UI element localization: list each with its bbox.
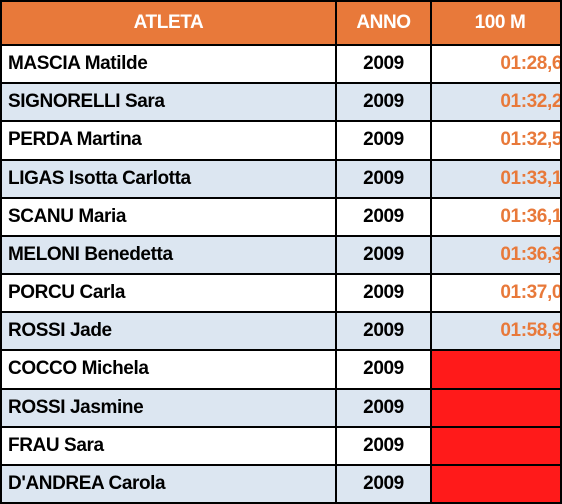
athlete-name: FRAU Sara xyxy=(2,427,335,464)
swim-time: 01:32,2 xyxy=(432,84,560,121)
swim-time: 01:32,5 xyxy=(432,122,560,159)
birth-year: 2009 xyxy=(337,198,430,235)
missing-time xyxy=(432,427,560,464)
birth-year: 2009 xyxy=(337,160,430,197)
athlete-name: MASCIA Matilde xyxy=(2,46,335,83)
birth-year: 2009 xyxy=(337,465,430,502)
birth-year: 2009 xyxy=(337,46,430,83)
athlete-name: SCANU Maria xyxy=(2,198,335,235)
birth-year: 2009 xyxy=(337,275,430,312)
birth-year: 2009 xyxy=(337,389,430,426)
athlete-name: SIGNORELLI Sara xyxy=(2,84,335,121)
swim-time: 01:36,3 xyxy=(432,236,560,273)
birth-year: 2009 xyxy=(337,351,430,388)
birth-year: 2009 xyxy=(337,236,430,273)
athlete-name: MELONI Benedetta xyxy=(2,236,335,273)
swim-time: 01:28,6 xyxy=(432,46,560,83)
birth-year: 2009 xyxy=(337,427,430,464)
missing-time xyxy=(432,389,560,426)
athlete-name: ROSSI Jasmine xyxy=(2,389,335,426)
swim-time: 01:36,1 xyxy=(432,198,560,235)
swim-time: 01:58,9 xyxy=(432,313,560,350)
swim-time: 01:37,0 xyxy=(432,275,560,312)
athlete-name: D'ANDREA Carola xyxy=(2,465,335,502)
missing-time xyxy=(432,351,560,388)
birth-year: 2009 xyxy=(337,313,430,350)
header-cell: ANNO xyxy=(337,2,430,44)
birth-year: 2009 xyxy=(337,122,430,159)
swim-time: 01:33,1 xyxy=(432,160,560,197)
header-cell: ATLETA xyxy=(2,2,335,44)
athlete-name: ROSSI Jade xyxy=(2,313,335,350)
birth-year: 2009 xyxy=(337,84,430,121)
athlete-name: PORCU Carla xyxy=(2,275,335,312)
athlete-name: COCCO Michela xyxy=(2,351,335,388)
athlete-name: LIGAS Isotta Carlotta xyxy=(2,160,335,197)
header-cell: 100 M xyxy=(432,2,560,44)
athlete-name: PERDA Martina xyxy=(2,122,335,159)
missing-time xyxy=(432,465,560,502)
